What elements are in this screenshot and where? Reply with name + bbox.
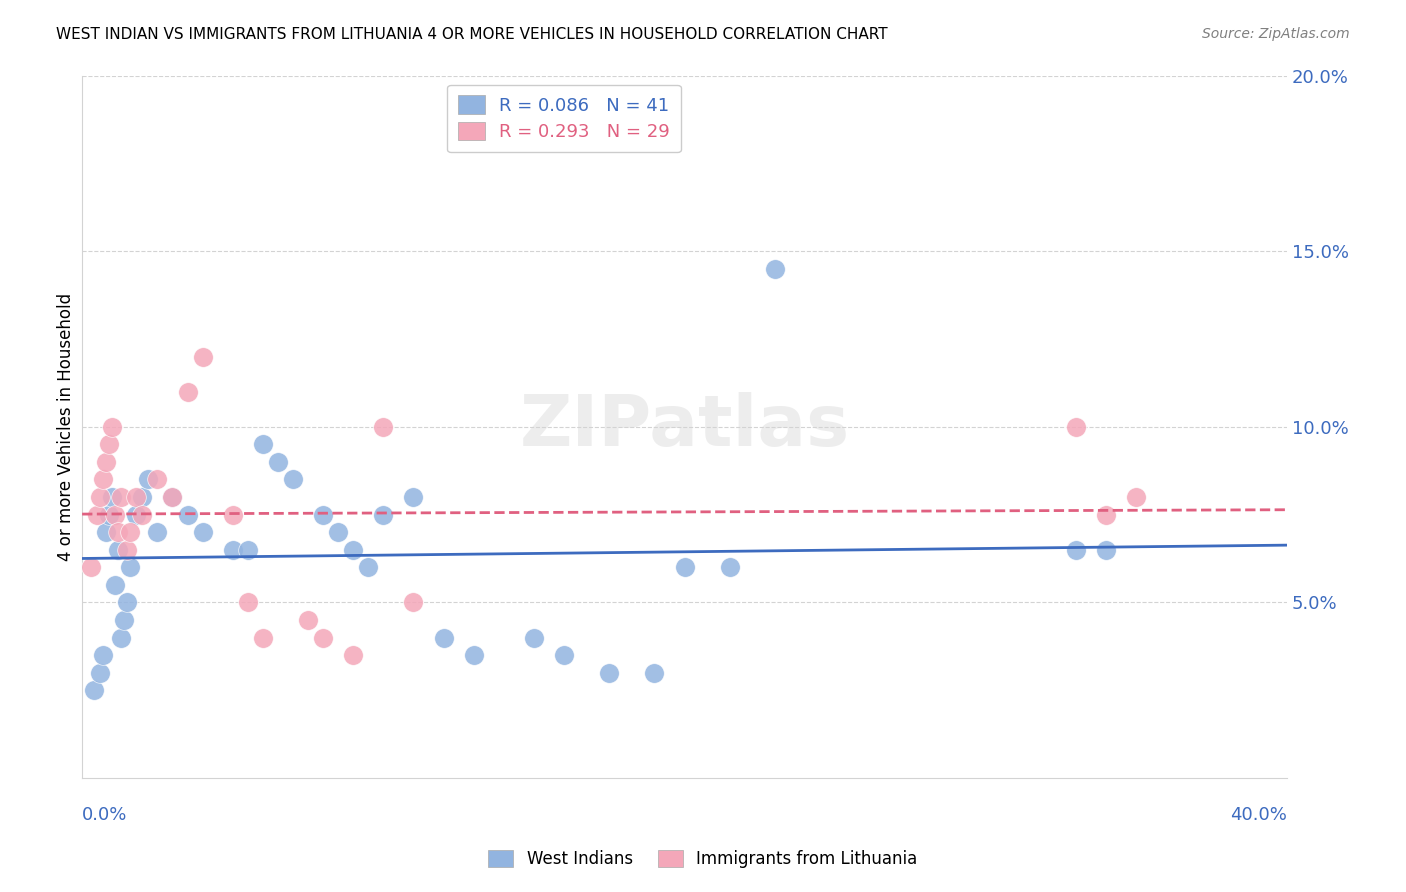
Point <box>91 472 114 486</box>
Y-axis label: 4 or more Vehicles in Household: 4 or more Vehicles in Household <box>58 293 75 561</box>
Point <box>673 560 696 574</box>
Point <box>120 525 142 540</box>
Point <box>176 508 198 522</box>
Point <box>96 455 118 469</box>
Point <box>222 508 245 522</box>
Point <box>281 472 304 486</box>
Point <box>80 560 103 574</box>
Point <box>96 525 118 540</box>
Point <box>402 595 425 609</box>
Point <box>107 525 129 540</box>
Legend: R = 0.086   N = 41, R = 0.293   N = 29: R = 0.086 N = 41, R = 0.293 N = 29 <box>447 85 681 153</box>
Point <box>89 665 111 680</box>
Point <box>162 490 184 504</box>
Point <box>643 665 665 680</box>
Point <box>146 472 169 486</box>
Point <box>125 490 148 504</box>
Point <box>1064 419 1087 434</box>
Point <box>312 631 335 645</box>
Point <box>297 613 319 627</box>
Point <box>125 508 148 522</box>
Point <box>117 542 139 557</box>
Point <box>112 613 135 627</box>
Point <box>1095 542 1118 557</box>
Point <box>373 508 395 522</box>
Point <box>138 472 160 486</box>
Point <box>191 350 214 364</box>
Point <box>191 525 214 540</box>
Point <box>236 595 259 609</box>
Point <box>328 525 350 540</box>
Text: 0.0%: 0.0% <box>82 806 128 824</box>
Text: 40.0%: 40.0% <box>1230 806 1286 824</box>
Point <box>110 631 132 645</box>
Legend: West Indians, Immigrants from Lithuania: West Indians, Immigrants from Lithuania <box>482 843 924 875</box>
Text: WEST INDIAN VS IMMIGRANTS FROM LITHUANIA 4 OR MORE VEHICLES IN HOUSEHOLD CORRELA: WEST INDIAN VS IMMIGRANTS FROM LITHUANIA… <box>56 27 887 42</box>
Point <box>98 437 121 451</box>
Point <box>402 490 425 504</box>
Point <box>131 508 153 522</box>
Point <box>162 490 184 504</box>
Point <box>763 261 786 276</box>
Point <box>357 560 380 574</box>
Point <box>342 542 364 557</box>
Point <box>98 508 121 522</box>
Point <box>89 490 111 504</box>
Point <box>104 508 127 522</box>
Point <box>598 665 620 680</box>
Point <box>553 648 575 662</box>
Point <box>117 595 139 609</box>
Point <box>1095 508 1118 522</box>
Point <box>718 560 741 574</box>
Point <box>523 631 546 645</box>
Point <box>342 648 364 662</box>
Point <box>252 437 274 451</box>
Point <box>146 525 169 540</box>
Point <box>373 419 395 434</box>
Point <box>1064 542 1087 557</box>
Point <box>101 419 124 434</box>
Point <box>267 455 290 469</box>
Point <box>252 631 274 645</box>
Point <box>1125 490 1147 504</box>
Point <box>131 490 153 504</box>
Point <box>312 508 335 522</box>
Point <box>463 648 485 662</box>
Point <box>222 542 245 557</box>
Point <box>236 542 259 557</box>
Point <box>107 542 129 557</box>
Point <box>432 631 454 645</box>
Point <box>101 490 124 504</box>
Text: Source: ZipAtlas.com: Source: ZipAtlas.com <box>1202 27 1350 41</box>
Point <box>176 384 198 399</box>
Point <box>86 508 108 522</box>
Point <box>104 578 127 592</box>
Text: ZIPatlas: ZIPatlas <box>519 392 849 461</box>
Point <box>110 490 132 504</box>
Point <box>91 648 114 662</box>
Point <box>120 560 142 574</box>
Point <box>83 683 105 698</box>
